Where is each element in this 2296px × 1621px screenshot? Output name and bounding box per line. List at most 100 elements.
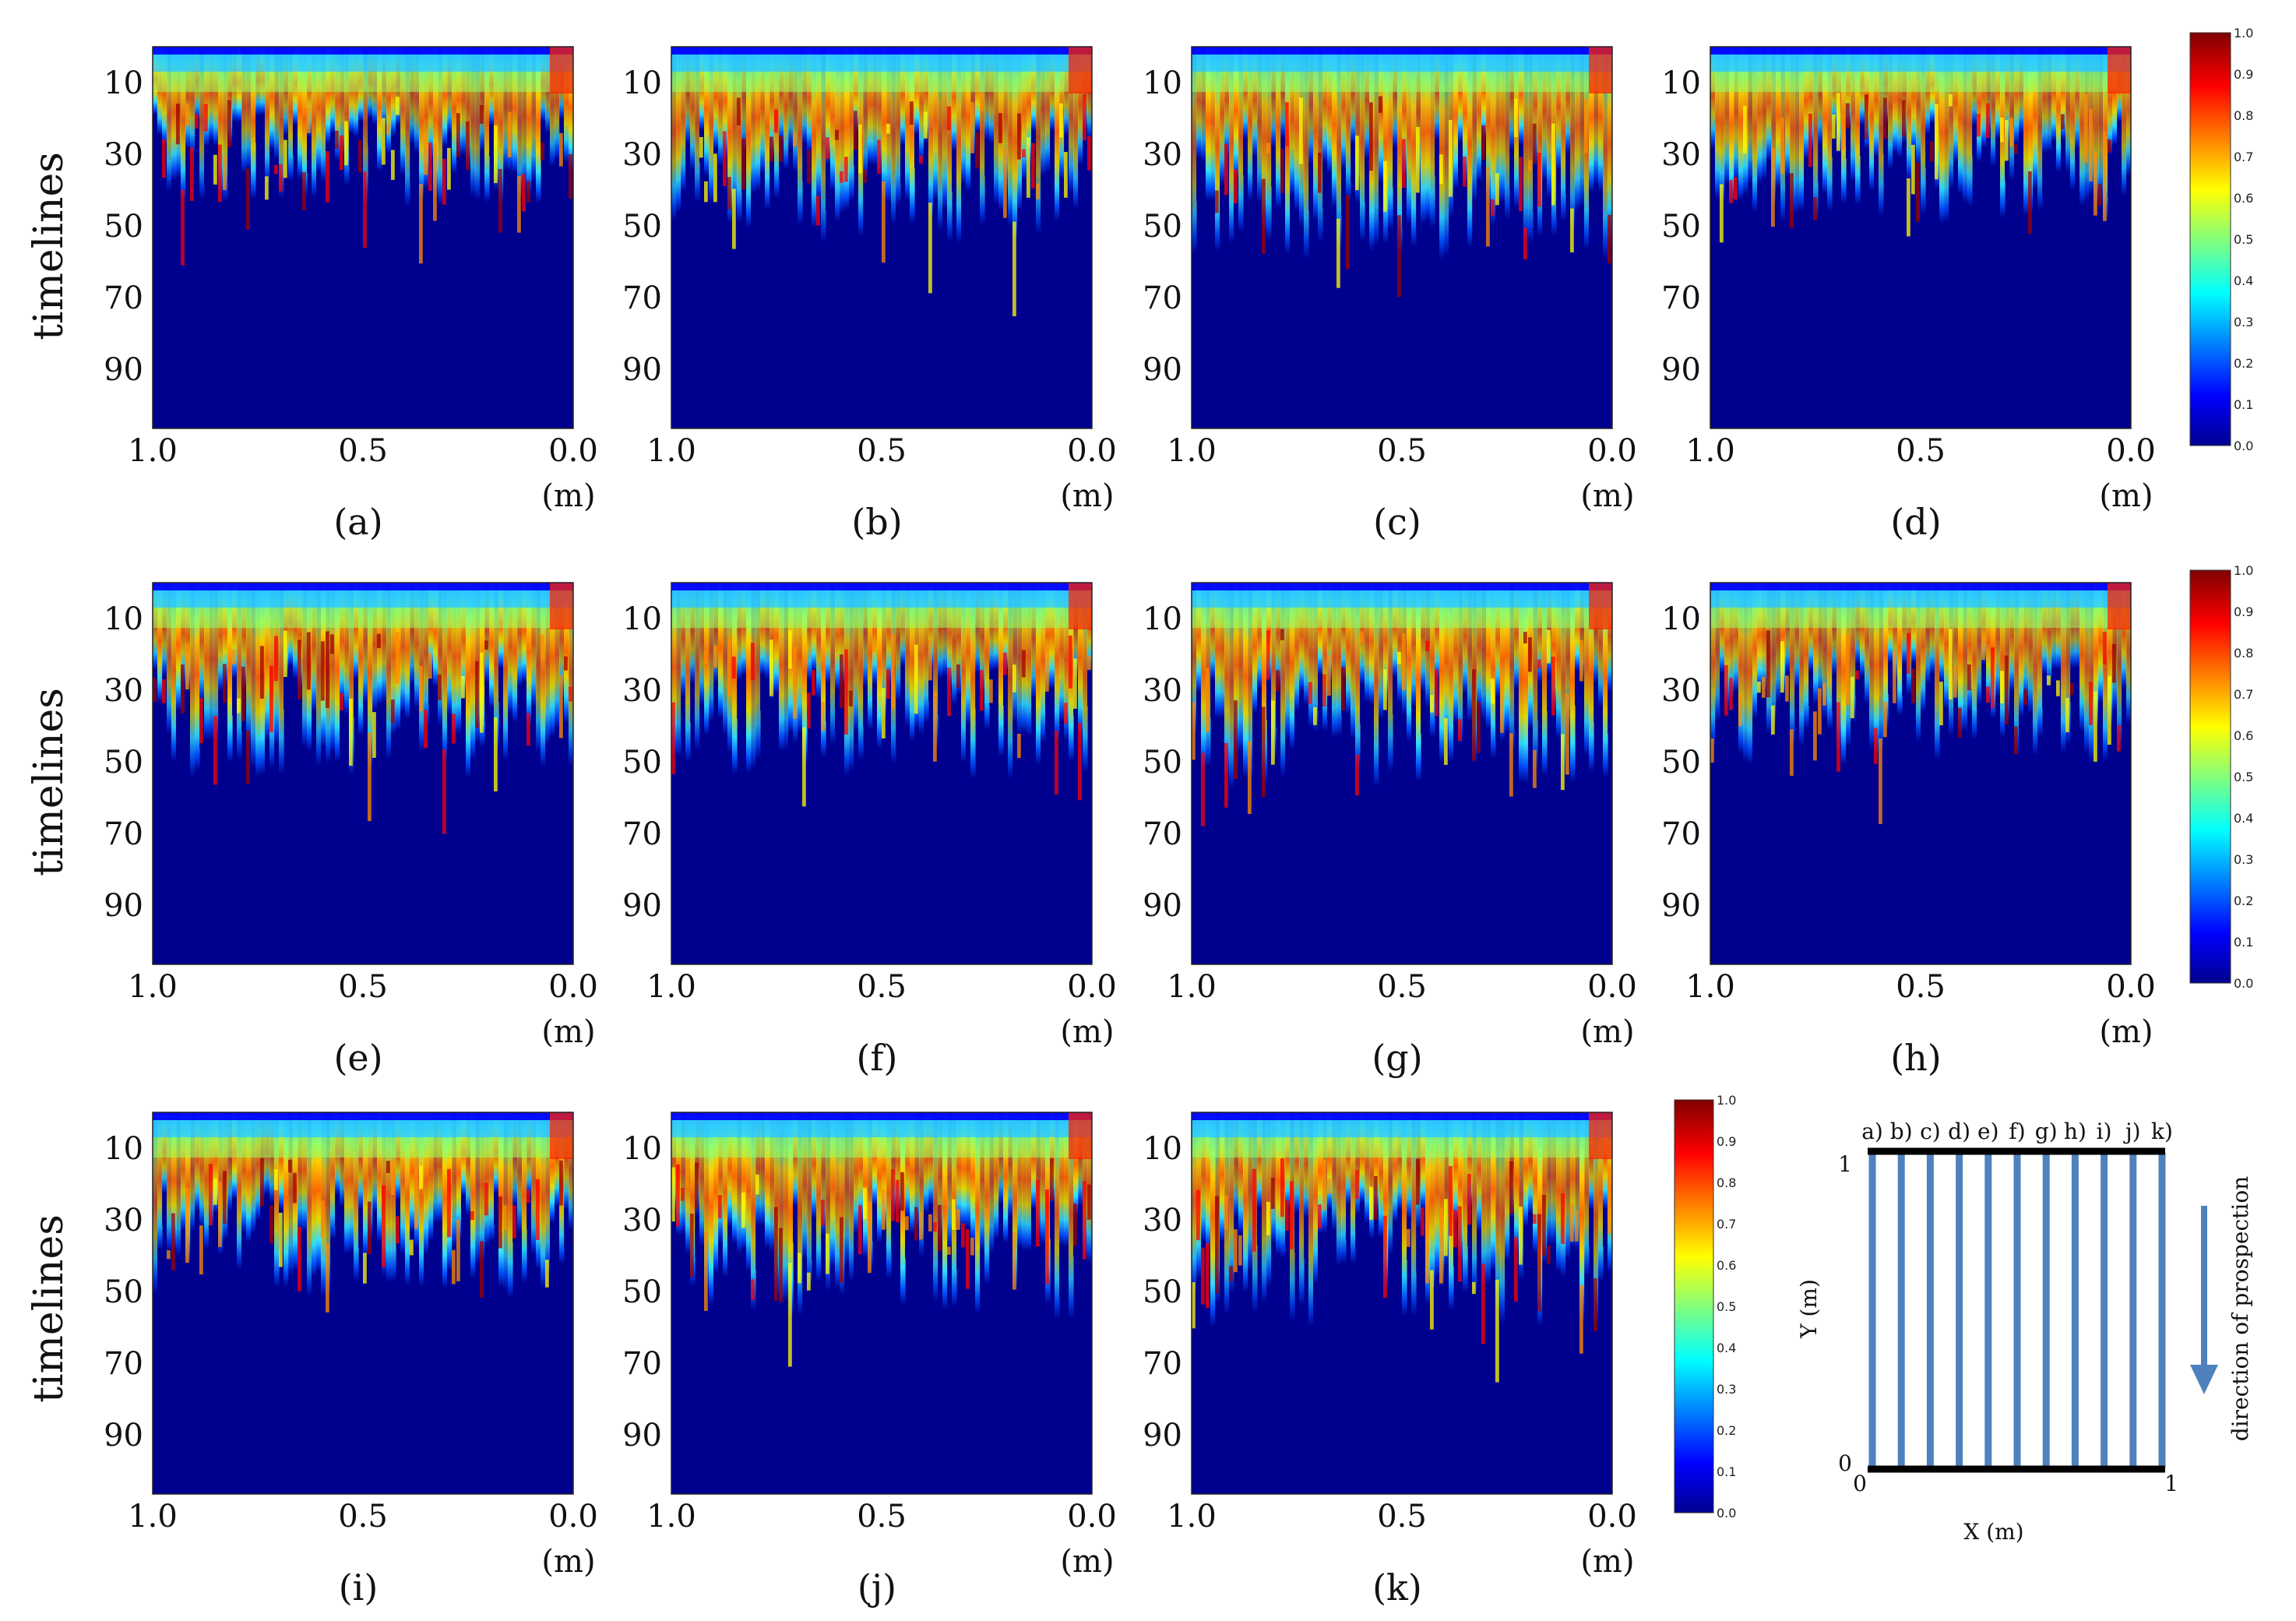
x-tick-label: 1.0	[128, 1499, 178, 1535]
x-tick-label: 1.0	[1167, 433, 1217, 469]
x-tick-label: 0.0	[1587, 433, 1637, 469]
panel-caption: (g)	[1372, 1037, 1422, 1079]
colorbar-tick-label: 0.4	[2234, 273, 2253, 288]
heatmap-image	[671, 583, 1092, 964]
survey-line-label: d)	[1948, 1119, 1970, 1144]
y-axis-label-row-2: timelines	[26, 688, 72, 876]
y-tick-label: 50	[1143, 209, 1182, 245]
x-tick-label: 0.5	[1377, 969, 1427, 1005]
colorbar-tick-label: 0.9	[2234, 604, 2253, 619]
x-tick-label: 0.0	[1587, 1499, 1637, 1535]
y-tick-label: 70	[1143, 1346, 1182, 1382]
colorbar-tick-label: 0.4	[1717, 1341, 1736, 1355]
x-tick-label: 1.0	[1167, 969, 1217, 1005]
y-tick-label: 50	[622, 1274, 662, 1310]
panel-caption: (e)	[333, 1037, 382, 1079]
colorbar-tick-label: 0.5	[2234, 232, 2253, 247]
survey-line-label: k)	[2151, 1119, 2173, 1144]
x-tick-label: 0.5	[1896, 433, 1946, 469]
x-unit-label: (m)	[541, 1544, 595, 1580]
panel-frame	[152, 46, 574, 429]
colorbar-tick-label: 0.6	[2234, 191, 2253, 206]
colorbar-tick-label: 0.8	[2234, 108, 2253, 123]
y-tick-label: 30	[1661, 137, 1701, 173]
x-unit-label: (m)	[1060, 478, 1114, 514]
heatmap-panel: 10 30 50 70 90 1.0 0.5 0.0 (m) (f)	[622, 582, 1117, 1079]
panel-caption: (i)	[339, 1566, 379, 1609]
y-tick-label: 70	[622, 280, 662, 316]
heatmap-panel: 10 30 50 70 90 1.0 0.5 0.0 (m) (e)	[104, 582, 598, 1079]
panel-frame	[1191, 46, 1613, 429]
panel-caption: (c)	[1373, 501, 1421, 543]
y-tick-label: 70	[1143, 816, 1182, 852]
colorbar-tick-label: 0.0	[2234, 976, 2253, 991]
colorbar-tick-label: 0.7	[2234, 687, 2253, 702]
x-unit-label: (m)	[2099, 1014, 2153, 1050]
y-tick-label: 90	[104, 352, 143, 388]
x-tick-label: 0.5	[1377, 433, 1427, 469]
y-tick-label: 10	[1143, 601, 1182, 637]
heatmap-image	[1192, 47, 1612, 428]
colorbar-gradient	[2189, 32, 2231, 446]
y-tick-label: 30	[104, 137, 143, 173]
y-tick-label: 90	[1143, 352, 1182, 388]
y-tick-label: 10	[104, 601, 143, 637]
panel-caption: (b)	[851, 501, 902, 543]
schematic-y-tick-0: 0	[1838, 1450, 1852, 1476]
y-tick-label: 90	[622, 1418, 662, 1454]
y-tick-label: 90	[622, 352, 662, 388]
x-unit-label: (m)	[1580, 1544, 1634, 1580]
survey-line-label: b)	[1890, 1119, 1913, 1144]
y-tick-label: 10	[622, 65, 662, 101]
panel-frame	[671, 46, 1093, 429]
heatmap-image	[671, 47, 1092, 428]
panel-frame	[1710, 46, 2132, 429]
y-tick-label: 50	[1143, 745, 1182, 781]
colorbar-row-1: 1.0 0.9 0.8 0.7 0.6 0.5 0.4 0.3 0.2 0.1 0.0	[2189, 26, 2253, 453]
colorbar-tick-label: 0.0	[1717, 1506, 1736, 1521]
colorbar-tick-label: 0.1	[2234, 397, 2253, 412]
panel-caption: (k)	[1372, 1566, 1422, 1609]
x-tick-label: 0.5	[338, 1499, 388, 1535]
heatmap-image	[153, 47, 573, 428]
heatmap-panel: 10 30 50 70 90 1.0 0.5 0.0 (m) (i)	[104, 1112, 598, 1609]
panel-frame	[671, 1112, 1093, 1495]
x-tick-label: 0.5	[338, 969, 388, 1005]
y-tick-label: 30	[104, 673, 143, 709]
schematic-y-label: Y (m)	[1796, 1279, 1822, 1339]
y-tick-label: 70	[1661, 280, 1701, 316]
colorbar-row-2: 1.0 0.9 0.8 0.7 0.6 0.5 0.4 0.3 0.2 0.1 0.0	[2189, 563, 2253, 991]
y-tick-label: 10	[622, 601, 662, 637]
x-tick-label: 0.0	[1067, 433, 1117, 469]
x-tick-label: 1.0	[646, 1499, 696, 1535]
colorbar-tick-label: 0.2	[2234, 356, 2253, 371]
y-tick-label: 30	[622, 673, 662, 709]
colorbar-row-3: 1.0 0.9 0.8 0.7 0.6 0.5 0.4 0.3 0.2 0.1 0.0	[1674, 1093, 1736, 1521]
heatmap-image	[1710, 583, 2131, 964]
heatmap-image	[153, 583, 573, 964]
x-tick-label: 0.0	[2106, 969, 2156, 1005]
panel-caption: (a)	[333, 501, 382, 543]
x-tick-label: 1.0	[1167, 1499, 1217, 1535]
x-unit-label: (m)	[1060, 1014, 1114, 1050]
y-axis-label-row-1: timelines	[26, 152, 72, 340]
heatmap-panel: 10 30 50 70 90 1.0 0.5 0.0 (m) (c)	[1143, 46, 1637, 543]
panel-caption: (j)	[857, 1566, 896, 1609]
y-tick-label: 30	[622, 1203, 662, 1239]
y-tick-label: 50	[104, 209, 143, 245]
survey-line-labels: a) b) c) d) e) f) g) h) i) j) k)	[1861, 1119, 2173, 1144]
y-tick-label: 50	[1661, 745, 1701, 781]
y-tick-label: 90	[104, 1418, 143, 1454]
panel-frame	[1191, 1112, 1613, 1495]
y-tick-label: 90	[622, 888, 662, 924]
y-axis-label-row-3: timelines	[26, 1214, 72, 1403]
x-tick-label: 1.0	[128, 969, 178, 1005]
x-tick-label: 0.0	[548, 1499, 598, 1535]
x-unit-label: (m)	[541, 478, 595, 514]
colorbar-tick-label: 0.6	[1717, 1258, 1736, 1273]
colorbar-tick-label: 0.3	[2234, 852, 2253, 867]
y-tick-label: 30	[104, 1203, 143, 1239]
schematic-y-tick-1: 1	[1838, 1151, 1852, 1177]
x-tick-label: 0.5	[338, 433, 388, 469]
survey-line-label: g)	[2035, 1119, 2058, 1144]
